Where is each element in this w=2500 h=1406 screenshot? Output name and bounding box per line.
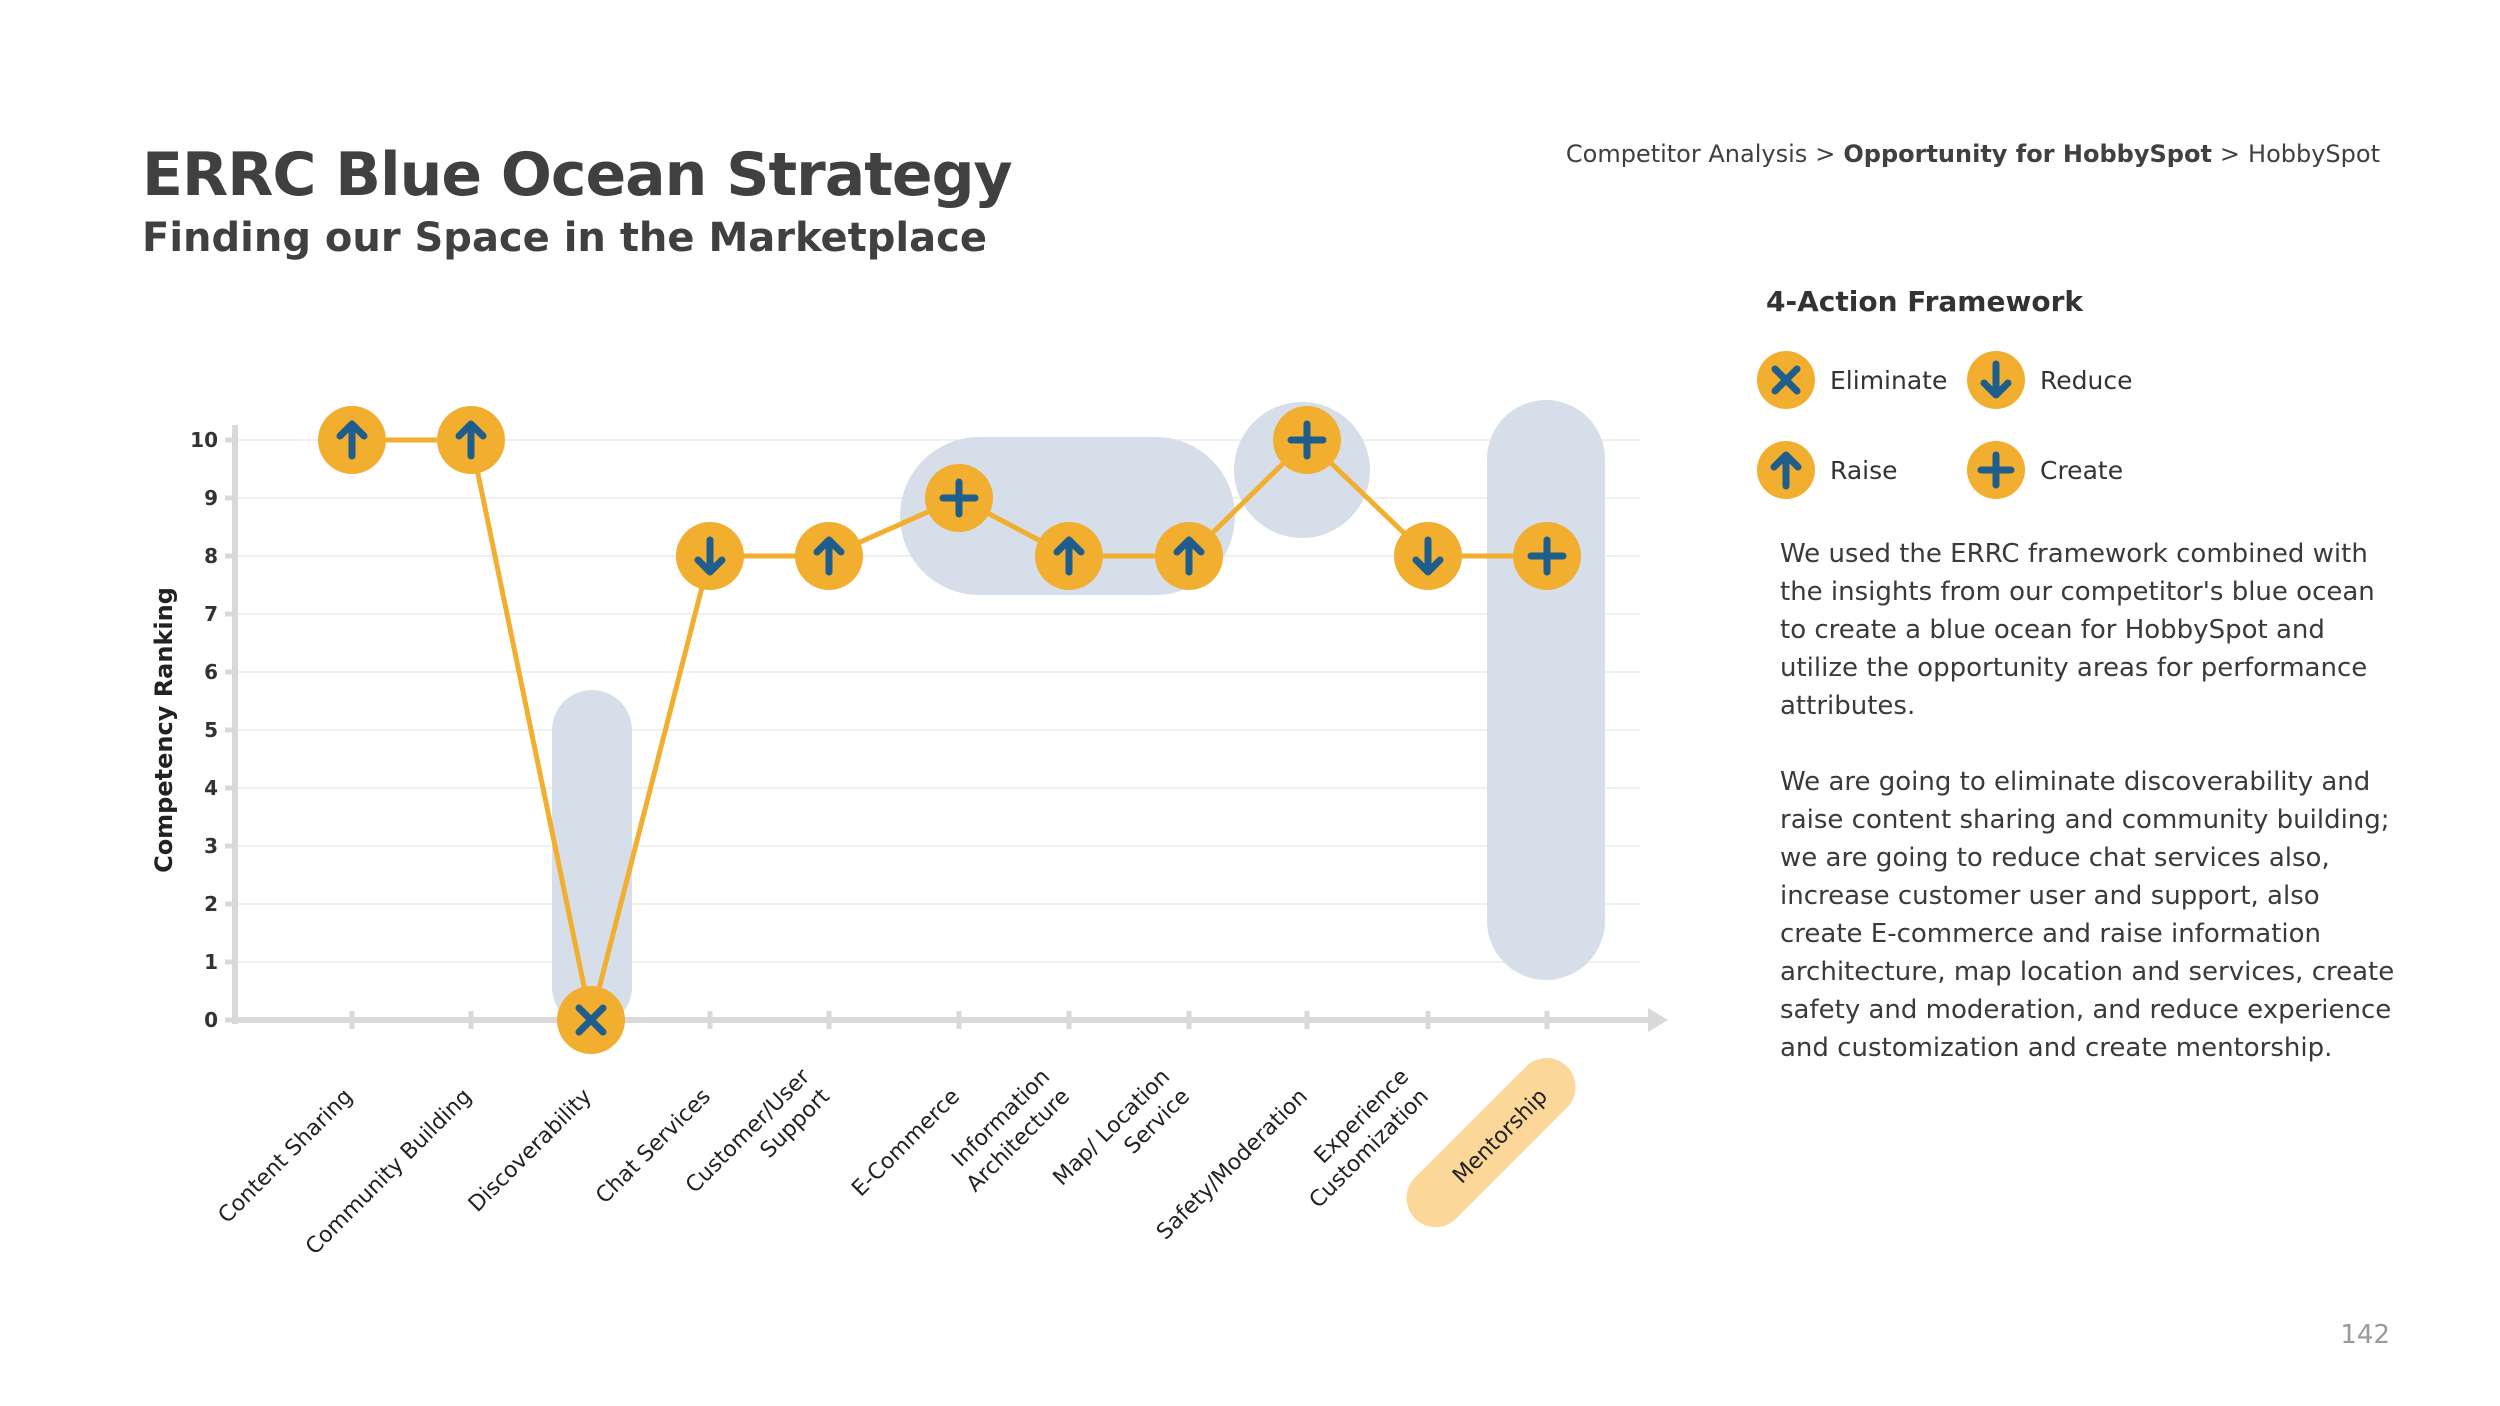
y-tick-label: 7 [204, 602, 218, 626]
x-icon [575, 1004, 607, 1036]
data-point [557, 986, 625, 1054]
legend-item-eliminate: Eliminate [1756, 350, 1947, 410]
plus-icon [1527, 536, 1567, 576]
highlight-region [552, 690, 632, 1020]
data-point [1394, 522, 1462, 590]
plus-icon [939, 478, 979, 518]
data-point [795, 522, 863, 590]
arrow-down-icon [694, 536, 726, 576]
y-axis-label: Competency Ranking [150, 587, 178, 873]
breadcrumb-item[interactable]: HobbySpot [2248, 140, 2380, 168]
data-point [1035, 522, 1103, 590]
highlight-category [1406, 1058, 1576, 1228]
description-paragraph: We used the ERRC framework combined with… [1780, 539, 2375, 721]
breadcrumb: Competitor Analysis > Opportunity for Hobb… [1566, 140, 2380, 168]
arrow-up-icon [455, 420, 487, 460]
y-tick-label: 0 [204, 1008, 218, 1032]
data-point [1273, 406, 1341, 474]
x-tick-label: Discoverability [464, 1084, 597, 1217]
arrow-up-icon [336, 420, 368, 460]
legend-title: 4-Action Framework [1766, 285, 2084, 318]
y-tick-label: 2 [204, 892, 218, 916]
page-subtitle: Finding our Space in the Marketplace [142, 215, 987, 261]
page-title: ERRC Blue Ocean Strategy [142, 140, 1013, 210]
data-point [1155, 522, 1223, 590]
y-tick-label: 1 [204, 950, 218, 974]
breadcrumb-item-current[interactable]: Opportunity for HobbySpot [1843, 140, 2212, 168]
legend-label: Raise [1830, 455, 1898, 485]
y-tick-label: 8 [204, 544, 218, 568]
breadcrumb-item[interactable]: Competitor Analysis [1565, 140, 1808, 168]
description-paragraph: We are going to eliminate discoverabilit… [1780, 767, 2395, 1063]
data-point [1513, 522, 1581, 590]
arrow-up-icon [1757, 441, 1815, 499]
plus-icon [1287, 420, 1327, 460]
arrow-up-icon [1173, 536, 1205, 576]
x-axis-arrow [1648, 1008, 1668, 1032]
data-point [437, 406, 505, 474]
arrow-up-icon [813, 536, 845, 576]
data-point [925, 464, 993, 532]
legend-item-raise: Raise [1756, 440, 1898, 500]
y-tick-label: 10 [190, 428, 218, 452]
legend-label: Create [2040, 455, 2124, 485]
x-tick-label-line: E-Commerce [847, 1084, 965, 1202]
data-point [318, 406, 386, 474]
x-icon [1757, 351, 1815, 409]
breadcrumb-separator: > [1815, 140, 1836, 168]
legend-item-reduce: Reduce [1966, 350, 2132, 410]
plus-icon [1967, 441, 2025, 499]
x-tick-label: E-Commerce [847, 1084, 965, 1202]
legend-label: Reduce [2040, 365, 2133, 395]
page-number: 142 [2340, 1320, 2390, 1350]
x-tick-label: Mentorship [1406, 1058, 1576, 1228]
highlight-region [1487, 400, 1605, 980]
y-tick-label: 5 [204, 718, 218, 742]
legend-item-create: Create [1966, 440, 2123, 500]
arrow-up-icon [1053, 536, 1085, 576]
y-tick-label: 9 [204, 486, 218, 510]
arrow-down-icon [1412, 536, 1444, 576]
breadcrumb-separator: > [2219, 140, 2241, 168]
data-point [676, 522, 744, 590]
y-tick-label: 3 [204, 834, 218, 858]
y-tick-label: 6 [204, 660, 218, 684]
y-tick-label: 4 [204, 776, 218, 800]
arrow-down-icon [1967, 351, 2025, 409]
x-tick-label-line: Discoverability [464, 1084, 597, 1217]
description: We used the ERRC framework combined with… [1780, 535, 2400, 1105]
legend-label: Eliminate [1830, 365, 1948, 395]
